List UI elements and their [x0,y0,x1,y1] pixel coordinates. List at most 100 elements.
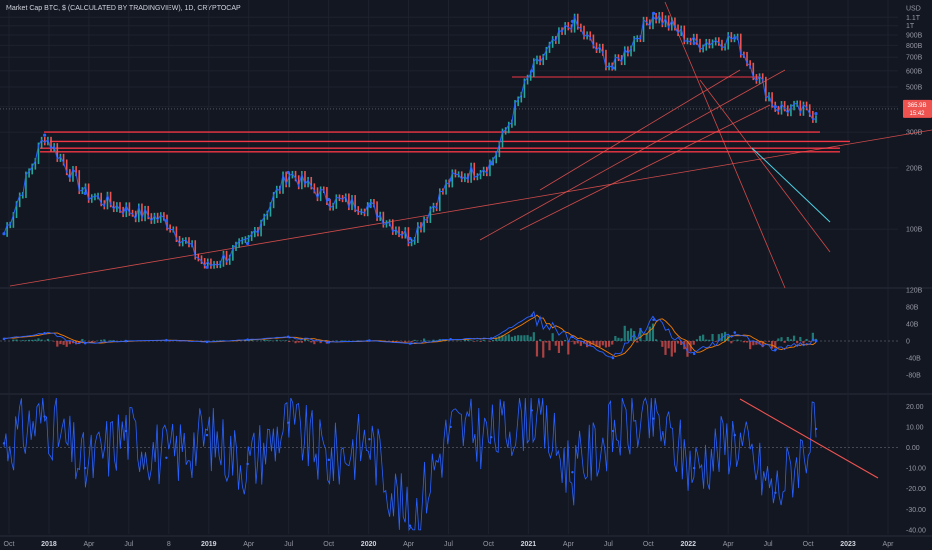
x-axis-tick-label: Apr [243,541,255,548]
oscillator-point [571,335,574,339]
x-axis-tick-label: Apr [563,541,575,548]
oscillator-point [449,338,452,341]
price-point [489,162,493,166]
momentum-axis-tick-label: 0.00 [906,445,920,452]
oscillator-axis-tick-label: 80B [906,305,919,312]
oscillator-point [611,356,615,360]
price-axis-tick-label: 100B [906,227,923,234]
momentum-point [449,425,452,429]
x-axis-tick-label: Oct [803,541,814,548]
momentum-axis-tick-label: -30.00 [906,507,926,514]
momentum-line [3,396,817,532]
oscillator-point [124,339,128,343]
x-axis-tick-label: Jul [444,541,453,548]
momentum-axis-tick-label: -10.00 [906,466,926,473]
trend-line [664,1,786,289]
momentum-point [611,429,615,433]
oscillator-point [408,342,412,345]
last-price-badge-text: 365.9B [907,103,926,109]
oscillator-axis-tick-label: 0 [906,339,910,346]
momentum-point [652,417,655,420]
price-point [611,66,615,70]
price-point [692,41,696,45]
momentum-point [124,429,128,433]
price-axis-tick-label: 800B [906,43,923,50]
price-axis-tick-label: 1.1T [906,15,921,22]
momentum-point [408,524,412,527]
price-point [570,19,575,24]
price-axis-tick-label: 600B [906,68,923,75]
x-axis-tick-label: Jul [604,541,613,548]
price-axis-tick-label: 900B [906,33,923,40]
price-axis-tick-label: 500B [906,84,923,91]
oscillator-point [774,348,777,351]
x-axis-tick-label: 2022 [680,541,696,548]
x-axis-tick-label: Oct [4,541,15,548]
oscillator-axis-tick-label: -80B [906,373,921,380]
momentum-axis-tick-label: -40.00 [906,527,926,534]
momentum-axis-tick-label: 20.00 [906,404,924,411]
momentum-point [530,409,533,412]
oscillator-axis-tick-label: -40B [906,356,921,363]
last-price-badge [903,99,932,118]
price-point [43,133,47,137]
momentum-point [733,433,736,437]
oscillator-point [83,341,87,345]
oscillator-point [246,338,249,342]
x-axis-tick-label: 2023 [840,541,856,548]
x-axis-tick-label: 2018 [41,541,57,548]
x-axis-tick-label: Oct [323,541,334,548]
momentum-trend-line [739,398,879,479]
last-price-badge-text: 15:42 [909,111,925,117]
price-point [124,207,128,212]
price-line [3,13,817,267]
momentum-point [84,466,87,470]
trend-line [9,129,932,287]
price-point [83,191,87,195]
x-axis-tick-label: Apr [883,541,895,548]
x-axis-tick-label: 2021 [521,541,537,548]
momentum-point [814,427,818,431]
momentum-point [287,421,290,424]
momentum-point [368,438,371,441]
momentum-point [327,458,330,462]
price-point [733,36,737,40]
oscillator-point [368,339,371,342]
x-axis-tick-label: 2019 [201,541,217,548]
oscillator-point [489,337,493,340]
momentum-point [2,442,6,445]
price-point [205,265,209,269]
price-point [530,69,534,73]
x-axis-tick-label: 2020 [361,541,377,548]
channel-line [751,147,831,223]
trend-line [699,79,831,253]
price-point [773,105,778,109]
price-axis-tick-label: 1T [906,23,915,30]
oscillator-point [733,331,737,334]
momentum-axis-tick-label: -20.00 [906,486,926,493]
momentum-point [43,415,46,418]
momentum-point [205,433,209,437]
price-point [246,241,250,246]
oscillator-point [2,337,6,341]
trend-line [519,104,771,231]
price-point [367,204,371,208]
oscillator-point [205,340,209,344]
trend-line [479,69,786,241]
oscillator-point [530,314,534,317]
price-axis-tick-label: USD [906,6,921,13]
oscillator-axis-tick-label: 120B [906,288,923,295]
x-axis-tick-label: Jul [764,541,773,548]
momentum-point [774,491,777,495]
momentum-point [246,462,249,466]
x-axis-tick-label: Apr [403,541,415,548]
price-point [286,170,290,175]
price-point [327,197,331,202]
oscillator-point [814,339,818,343]
price-axis-tick-label: 200B [906,165,923,172]
price-point [652,11,656,15]
oscillator-point [327,340,331,344]
price-point [814,111,818,116]
x-axis-tick-label: Apr [723,541,735,548]
